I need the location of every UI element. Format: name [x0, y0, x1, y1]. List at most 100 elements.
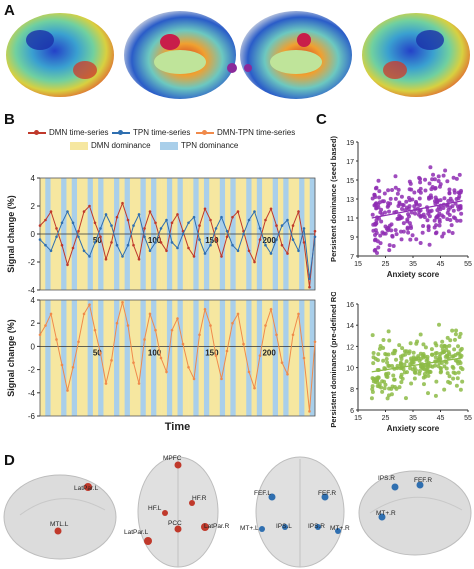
scatter-point — [377, 384, 382, 389]
scatter-point — [391, 243, 396, 248]
scatter-point — [450, 230, 455, 235]
scatter-point — [426, 224, 431, 229]
scatter-point — [417, 196, 422, 201]
series-point — [71, 365, 75, 369]
scatter-point — [450, 328, 455, 333]
dominance-band — [283, 300, 289, 416]
series-point — [187, 365, 190, 369]
roi-node-latpar-r — [201, 523, 209, 531]
scatter-point — [440, 347, 445, 352]
scatter-point — [418, 332, 423, 337]
scatter-point — [441, 205, 446, 210]
series-point — [154, 328, 157, 332]
scatter-point — [435, 214, 440, 219]
scatter-point — [405, 226, 410, 231]
scatter-point — [376, 352, 381, 357]
series-point — [225, 349, 229, 353]
roi-node-hf-l — [162, 510, 168, 516]
scatter-point — [393, 228, 398, 233]
series-point — [302, 241, 306, 244]
series-point — [154, 221, 157, 225]
scatter-point — [417, 203, 422, 208]
scatter-point — [386, 226, 391, 231]
scatter-point — [402, 370, 407, 375]
series-point — [247, 249, 251, 253]
scatter-point — [374, 221, 379, 226]
series-point — [159, 227, 163, 230]
series-point — [132, 224, 135, 227]
scatter-point — [390, 364, 395, 369]
roi-node-ips-r — [315, 524, 321, 530]
x-tick-label: 55 — [464, 415, 472, 422]
panel-letter-d: D — [4, 452, 15, 469]
series-point — [93, 328, 97, 332]
scatter-point — [454, 328, 459, 333]
scatter-point — [418, 241, 423, 246]
scatter-point — [371, 351, 376, 356]
series-point — [159, 356, 163, 360]
scatter-point — [444, 353, 449, 358]
series-point — [121, 255, 124, 258]
dominance-band — [135, 300, 141, 416]
scatter-point — [376, 178, 381, 183]
dominance-band — [66, 300, 73, 416]
roi-node-mt-l — [259, 526, 265, 532]
y-tick-label: 10 — [346, 366, 354, 373]
roi-node-fef-r — [321, 493, 329, 501]
scatter-point — [397, 343, 402, 348]
scatter-point — [458, 205, 463, 210]
scatter-point — [447, 187, 452, 192]
plot-frame — [39, 299, 316, 417]
scatter-point — [381, 337, 386, 342]
series-point — [313, 229, 317, 233]
scatter-point — [380, 389, 385, 394]
series-point — [77, 229, 80, 233]
scatter-point — [429, 208, 434, 213]
series-point — [55, 338, 58, 341]
trend-line — [371, 200, 463, 219]
scatter-point — [371, 361, 376, 366]
scatter-point — [459, 346, 464, 351]
x-tick-label: 150 — [205, 348, 219, 357]
scatter-point — [414, 237, 419, 242]
dominance-band — [235, 300, 242, 416]
scatter-point — [435, 198, 440, 203]
y-tick-label: 13 — [346, 197, 354, 204]
series-point — [99, 352, 102, 355]
scatter-point — [416, 212, 421, 217]
series-point — [60, 221, 64, 225]
dominance-band — [119, 300, 125, 416]
scatter-point — [449, 223, 454, 228]
series-point — [44, 218, 47, 222]
scatter-point — [374, 185, 379, 190]
scatter-point — [444, 348, 449, 353]
x-tick-label: 55 — [464, 261, 472, 268]
series-point — [253, 210, 256, 213]
series-point — [203, 307, 207, 311]
roi-label-ips-l: IPS.L — [276, 523, 292, 530]
series-point — [231, 243, 234, 247]
series-point — [242, 342, 245, 346]
scatter-point — [433, 355, 438, 360]
roi-node-fef-l — [268, 493, 276, 501]
scatter-point — [427, 242, 432, 247]
legend-dmn-series: DMN time-series — [28, 128, 109, 137]
scatter-point — [381, 231, 386, 236]
scatter-point — [436, 178, 441, 183]
scatter-point — [370, 196, 375, 201]
scatter-point — [458, 218, 463, 223]
scatter-point — [451, 354, 456, 359]
scatter-point — [376, 245, 381, 250]
series-point — [71, 246, 75, 250]
scatter-point — [408, 237, 413, 242]
series-point — [192, 255, 196, 258]
scatter-point — [431, 172, 436, 177]
scatter-point — [459, 211, 464, 216]
dominance-band — [198, 300, 205, 416]
trend-line — [371, 357, 463, 373]
y-tick-label: 2 — [31, 319, 36, 328]
x-tick-label: 50 — [93, 236, 102, 245]
scatter-point — [451, 175, 456, 180]
series-point — [214, 238, 218, 241]
